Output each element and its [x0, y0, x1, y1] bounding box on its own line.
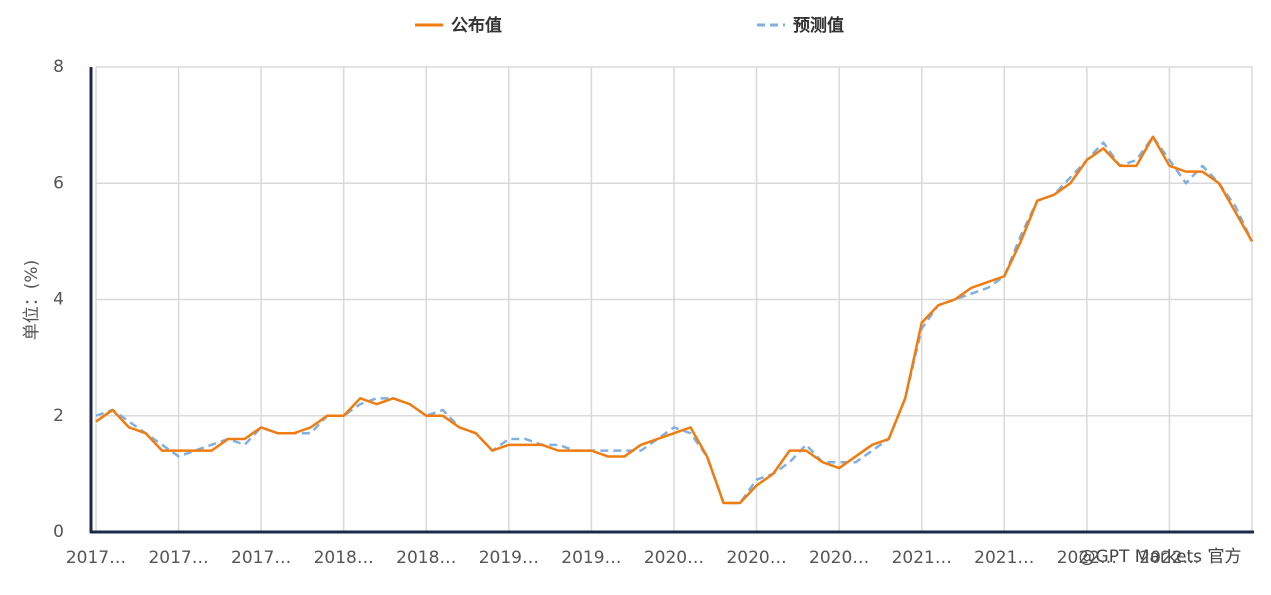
x-tick-label: 2019…: [479, 548, 539, 568]
x-tick-label: 2018…: [314, 548, 374, 568]
x-tick-label: 2021…: [974, 548, 1034, 568]
y-tick-label: 6: [53, 173, 64, 193]
x-tick-label: 2017…: [66, 548, 126, 568]
y-tick-label: 0: [53, 522, 64, 542]
x-tick-label: 2020…: [809, 548, 869, 568]
y-axis-label: 单位：(%): [22, 260, 42, 340]
x-tick-label: 2018…: [396, 548, 456, 568]
series-line: [95, 135, 1254, 505]
y-tick-label: 2: [53, 406, 64, 426]
x-tick-label: 2017…: [148, 548, 208, 568]
x-tick-label: 2022…: [1057, 548, 1117, 568]
x-tick-label: 2017…: [231, 548, 291, 568]
y-tick-label: 8: [53, 57, 64, 77]
y-tick-label: 4: [53, 290, 64, 310]
x-tick-label: 2022…: [1139, 548, 1199, 568]
x-tick-label: 2020…: [726, 548, 786, 568]
x-tick-label: 2021…: [892, 548, 952, 568]
x-tick-label: 2019…: [561, 548, 621, 568]
x-tick-label: 2020…: [644, 548, 704, 568]
legend-label: 预测值: [793, 15, 844, 36]
legend-label: 公布值: [451, 15, 502, 36]
watermark: @GPT Markets 官方: [1079, 547, 1242, 567]
series-line: [95, 135, 1254, 505]
plot: 0 2 4 6 8 2017… 2017… 2017… 2018… 2018… 2019… 2019……: [53, 15, 1254, 568]
